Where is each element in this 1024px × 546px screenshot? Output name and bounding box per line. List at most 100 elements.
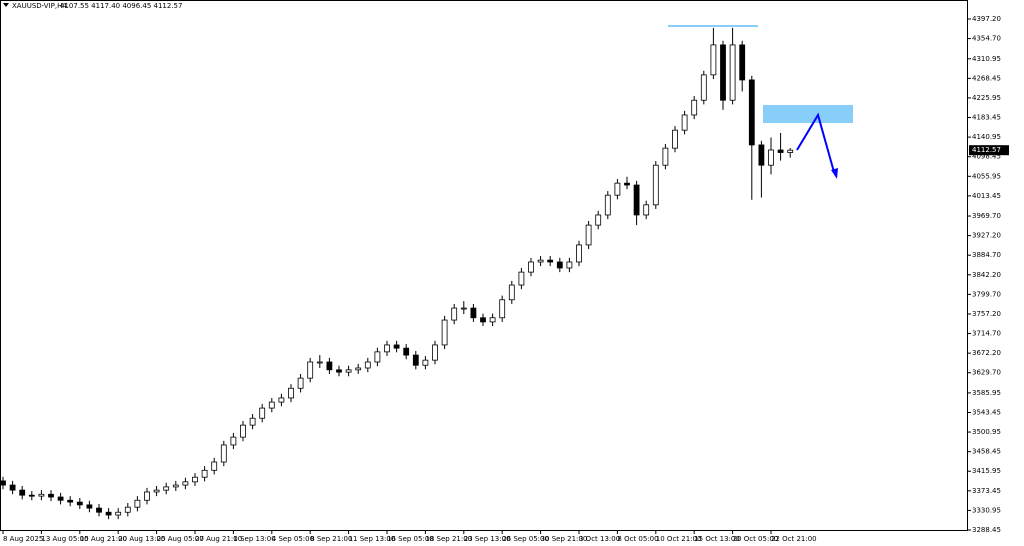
candle-body — [230, 436, 237, 446]
candle-body — [460, 307, 467, 310]
candle-body — [192, 476, 198, 483]
candle-body — [268, 401, 275, 409]
candle-body — [57, 496, 64, 501]
x-tick-label: 25 Aug 05:00 — [157, 535, 204, 543]
candle-body — [96, 507, 102, 513]
y-tick-label: 3672.20 — [972, 349, 1001, 357]
price-box — [969, 145, 1009, 156]
candle-body — [672, 129, 678, 149]
x-tick-label: 8 Oct 05:00 — [617, 535, 658, 543]
x-tick-label: 18 Sep 21:00 — [425, 535, 472, 543]
candle-body — [403, 347, 410, 356]
x-tick-label: 13 Aug 05:00 — [41, 535, 88, 543]
candle-body — [364, 361, 371, 369]
candle-body — [134, 499, 141, 508]
candle-body — [643, 204, 650, 216]
x-tick-label: 1 Sep 13:00 — [233, 535, 275, 543]
candle-body — [393, 344, 400, 349]
candle-body — [316, 361, 323, 364]
candle-body — [768, 149, 774, 166]
candle-body — [19, 489, 26, 496]
candle-body — [537, 259, 544, 263]
candle-body — [76, 501, 83, 506]
candle-body — [528, 261, 534, 273]
x-tick-label: 23 Sep 13:00 — [464, 535, 511, 543]
candle-body — [566, 261, 573, 269]
candle-body — [662, 147, 669, 166]
candle-body — [220, 444, 227, 463]
y-tick-label: 3799.70 — [972, 290, 1001, 298]
candle-body — [67, 499, 74, 503]
y-tick-label: 3714.70 — [972, 330, 1001, 338]
x-tick-label: 15 Aug 21:00 — [80, 535, 127, 543]
y-tick-label: 3842.20 — [972, 271, 1001, 279]
candle-body — [758, 144, 765, 166]
candle-body — [508, 284, 515, 301]
y-tick-label: 4310.95 — [972, 55, 1001, 63]
y-tick-label: 4140.95 — [972, 133, 1001, 141]
x-tick-label: 8 Aug 2025 — [3, 535, 43, 543]
plot-frame — [0, 0, 968, 531]
candle-body — [614, 182, 621, 196]
candle-body — [211, 461, 218, 471]
y-tick-label: 3629.70 — [972, 369, 1001, 377]
candle-body — [787, 149, 794, 153]
y-tick-label: 3288.45 — [972, 526, 1001, 534]
candle-body — [720, 44, 726, 101]
candle-body — [28, 494, 35, 497]
candle-body — [345, 369, 352, 373]
y-tick-label: 3927.20 — [972, 232, 1001, 240]
candle-body — [652, 164, 659, 206]
candle-body — [480, 317, 486, 323]
supply-zone — [763, 105, 853, 123]
candle-body — [412, 354, 419, 366]
x-tick-label: 30 Sep 21:00 — [541, 535, 588, 543]
y-tick-label: 4013.45 — [972, 192, 1001, 200]
candle-body — [556, 261, 563, 269]
candle-body — [105, 511, 112, 516]
x-tick-label: 4 Sep 05:00 — [272, 535, 314, 543]
candle-body — [182, 481, 189, 486]
x-tick-label: 20 Aug 13:00 — [118, 535, 165, 543]
x-tick-label: 27 Aug 21:00 — [195, 535, 242, 543]
candle-body — [288, 387, 294, 399]
x-tick-label: 22 Oct 21:00 — [771, 535, 817, 543]
symbol: XAUUSD-VIP,H4 — [12, 2, 67, 10]
menu-arrow[interactable] — [3, 3, 9, 7]
y-tick-label: 4055.95 — [972, 172, 1001, 180]
candle-body — [384, 344, 390, 353]
current-price: 4112.57 — [972, 146, 1001, 154]
candle-body — [297, 377, 304, 389]
x-tick-label: 10 Oct 21:00 — [656, 535, 702, 543]
candle-body — [739, 44, 746, 81]
y-tick-label: 4397.20 — [972, 15, 1001, 23]
y-tick-label: 3330.95 — [972, 506, 1001, 514]
candle-body — [432, 344, 438, 361]
candle-body — [144, 491, 150, 501]
x-tick-label: 11 Sep 13:00 — [349, 535, 396, 543]
candle-body — [326, 361, 333, 371]
candle-body — [576, 244, 582, 263]
candle-body — [240, 424, 246, 438]
candle-body — [48, 493, 54, 498]
candle-body — [278, 397, 285, 403]
candle-body — [547, 259, 554, 263]
candle-body — [451, 307, 458, 321]
candle-body — [470, 307, 477, 319]
candle-body — [777, 149, 784, 153]
ohlc-info: 4107.55 4117.40 4096.45 4112.57 — [60, 2, 182, 10]
y-tick-label: 3458.45 — [972, 448, 1001, 456]
candle-body — [441, 319, 448, 346]
candle-body — [624, 182, 630, 186]
candle-body — [172, 484, 179, 488]
candle-body — [201, 469, 208, 478]
candle-body — [249, 417, 256, 426]
x-tick-label: 20 Oct 05:00 — [733, 535, 779, 543]
candle-body — [729, 44, 736, 101]
y-tick-label: 3543.45 — [972, 408, 1001, 416]
y-tick-label: 3884.70 — [972, 251, 1001, 259]
candle-body — [518, 271, 525, 286]
candle-body — [355, 367, 362, 371]
candle-body — [115, 511, 122, 516]
